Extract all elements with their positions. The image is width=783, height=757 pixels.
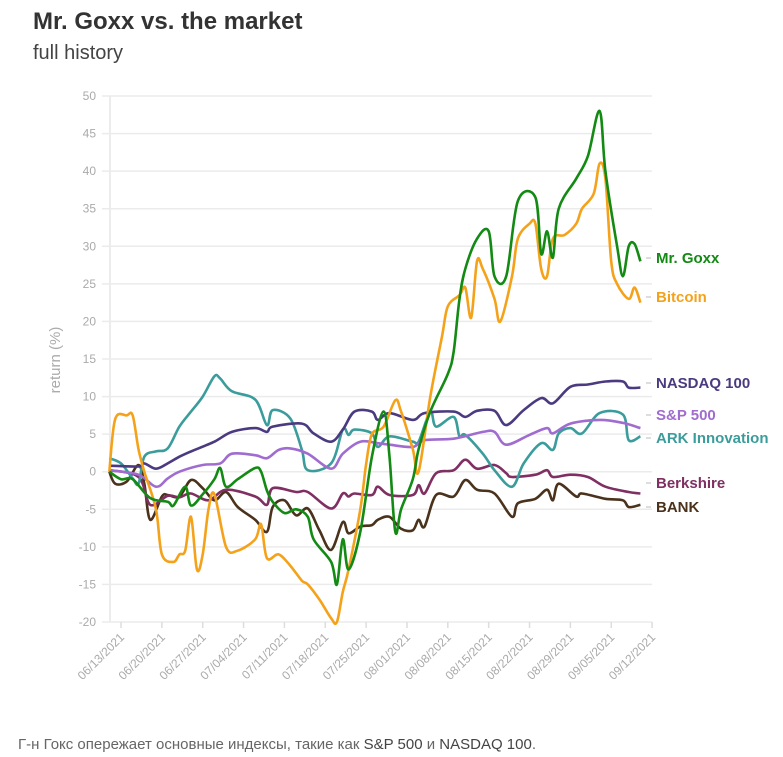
- series-label-nasdaq-100: NASDAQ 100: [656, 375, 750, 392]
- series-label-ark-innovation: ARK Innovation: [656, 430, 769, 447]
- y-tick-label: -5: [85, 502, 96, 516]
- y-tick-label: 5: [89, 427, 96, 441]
- y-tick-label: -10: [79, 540, 97, 554]
- chart-title: Mr. Goxx vs. the market: [33, 8, 303, 35]
- gridlines: [102, 95, 653, 628]
- caption-sp500: S&P 500: [363, 736, 423, 753]
- y-tick-label: 30: [83, 239, 97, 253]
- caption-text: Г-н Гокс опережает основные индексы, так…: [18, 736, 364, 753]
- y-tick-label: 0: [89, 465, 96, 479]
- y-tick-label: 45: [83, 127, 97, 141]
- series-label-bitcoin: Bitcoin: [656, 289, 707, 306]
- y-tick-label: 25: [83, 277, 97, 291]
- y-tick-label: 15: [83, 352, 97, 366]
- series-label-bank: BANK: [656, 499, 699, 516]
- y-tick-label: -15: [79, 577, 97, 591]
- caption-nasdaq: NASDAQ 100: [439, 736, 532, 753]
- y-tick-label: 20: [83, 314, 97, 328]
- series-line-ark-innovation: [108, 373, 641, 489]
- series-line-mr-goxx: [108, 109, 642, 587]
- y-tick-label: 50: [83, 89, 97, 103]
- x-axis-ticks: 06/13/202106/20/202106/27/202107/04/2021…: [75, 630, 659, 683]
- series-label-berkshire: Berkshire: [656, 475, 725, 492]
- y-tick-label: -20: [79, 615, 97, 629]
- series-label-s-p-500: S&P 500: [656, 407, 716, 424]
- y-tick-label: 40: [83, 164, 97, 178]
- y-axis-label: return (%): [47, 327, 64, 394]
- series-labels: Mr. Goxx Bitcoin NASDAQ 100 S&P 500 ARK Inno…: [646, 250, 769, 516]
- y-tick-label: 10: [83, 390, 97, 404]
- chart-subtitle: full history: [33, 42, 124, 64]
- series-line-nasdaq-100: [109, 379, 641, 470]
- caption: Г-н Гокс опережает основные индексы, так…: [18, 736, 536, 753]
- y-tick-label: 35: [83, 202, 97, 216]
- caption-text: и: [422, 736, 440, 753]
- series-line-bank: [108, 463, 641, 552]
- series-label-mr-goxx: Mr. Goxx: [656, 250, 720, 267]
- caption-text: .: [531, 736, 536, 753]
- series-line-s-p-500: [109, 418, 641, 489]
- series-line-bitcoin: [108, 161, 642, 626]
- series-lines: [108, 109, 642, 626]
